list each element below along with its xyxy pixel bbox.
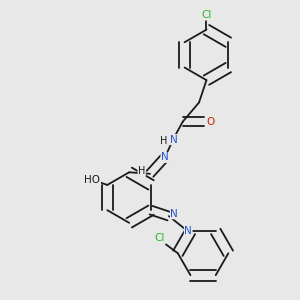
Text: N: N [170,209,178,219]
Text: HO: HO [85,176,101,185]
Text: H: H [160,136,167,146]
Text: H: H [138,167,146,176]
Text: N: N [170,135,178,145]
Text: Cl: Cl [201,10,212,20]
Text: N: N [184,226,192,236]
Text: N: N [161,152,169,162]
Text: O: O [206,117,214,127]
Text: Cl: Cl [154,233,165,243]
